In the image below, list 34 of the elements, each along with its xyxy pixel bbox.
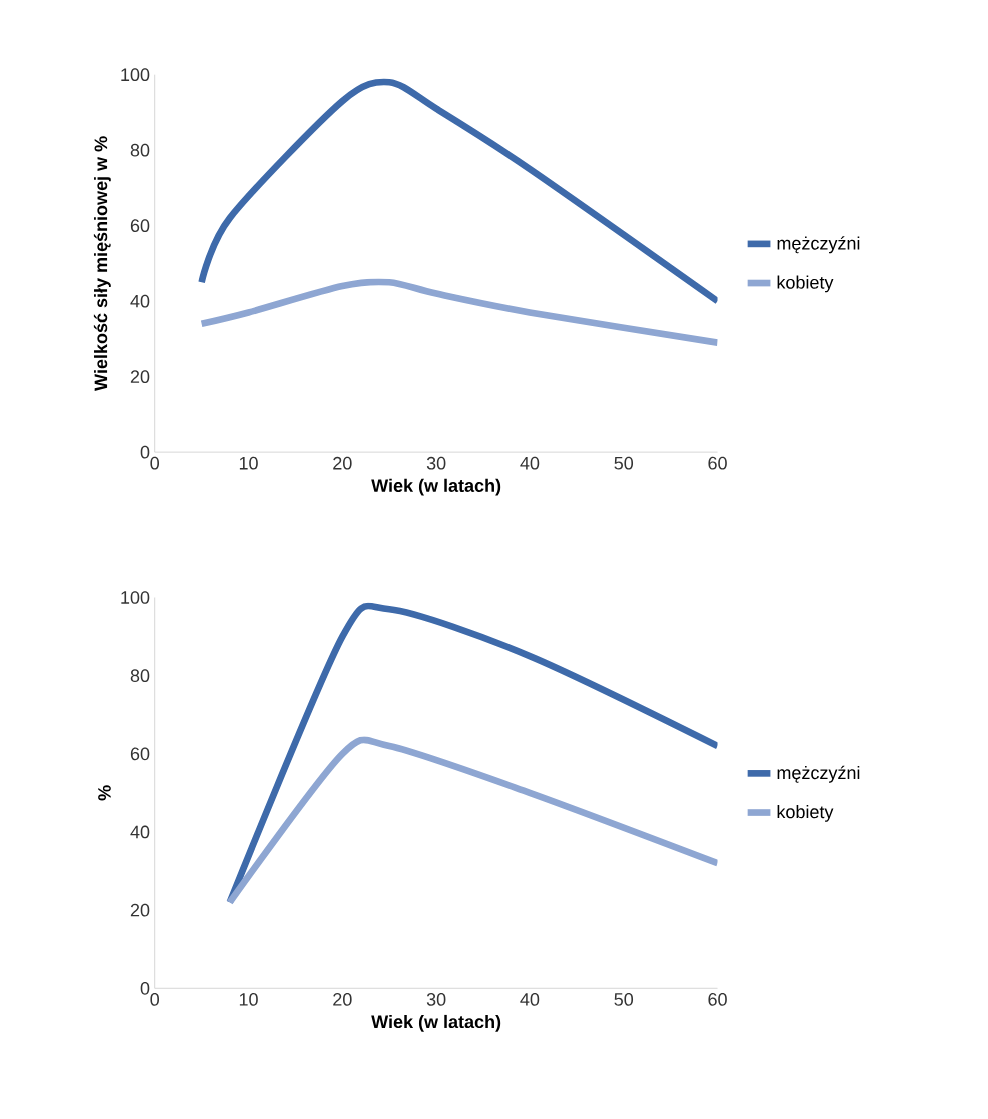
x-tick-label: 50 <box>614 456 633 470</box>
legend-label: kobiety <box>777 805 834 822</box>
y-axis-title: Wielkość siły mięśniowej w % <box>93 136 111 391</box>
x-tick-label: 10 <box>239 456 258 470</box>
y-tick-label: 80 <box>130 669 150 683</box>
x-tick-label: 0 <box>150 993 159 1006</box>
y-tick-label: 40 <box>130 294 150 308</box>
y-tick-label: 40 <box>130 825 150 839</box>
x-tick-label: 30 <box>426 993 446 1006</box>
x-tick-label: 50 <box>614 993 633 1006</box>
x-tick-label: 60 <box>708 993 727 1006</box>
x-tick-label: 0 <box>150 456 159 470</box>
x-tick-label: 40 <box>520 993 540 1006</box>
y-tick-label: 60 <box>130 219 150 233</box>
x-tick-label: 60 <box>708 456 727 470</box>
y-tick-label: 20 <box>130 370 150 384</box>
x-tick-label: 40 <box>520 456 540 470</box>
y-tick-label: 0 <box>140 445 150 459</box>
x-tick-label: 10 <box>239 993 258 1006</box>
y-tick-label: 60 <box>130 747 150 761</box>
y-tick-label: 0 <box>140 981 150 995</box>
y-tick-label: 100 <box>121 68 150 82</box>
legend-label: kobiety <box>777 275 834 293</box>
y-tick-label: 100 <box>121 591 150 604</box>
x-axis-title: Wiek (w latach) <box>371 1014 501 1032</box>
x-tick-label: 20 <box>333 993 352 1006</box>
legend-label: mężczyźni <box>777 765 860 783</box>
y-tick-label: 20 <box>130 903 150 917</box>
x-axis-title: Wiek (w latach) <box>371 478 501 496</box>
x-tick-label: 30 <box>426 456 446 470</box>
x-tick-label: 20 <box>333 456 352 470</box>
legend-label: mężczyźni <box>777 236 860 254</box>
y-tick-label: 80 <box>130 143 150 157</box>
y-axis-title: % <box>97 785 111 801</box>
